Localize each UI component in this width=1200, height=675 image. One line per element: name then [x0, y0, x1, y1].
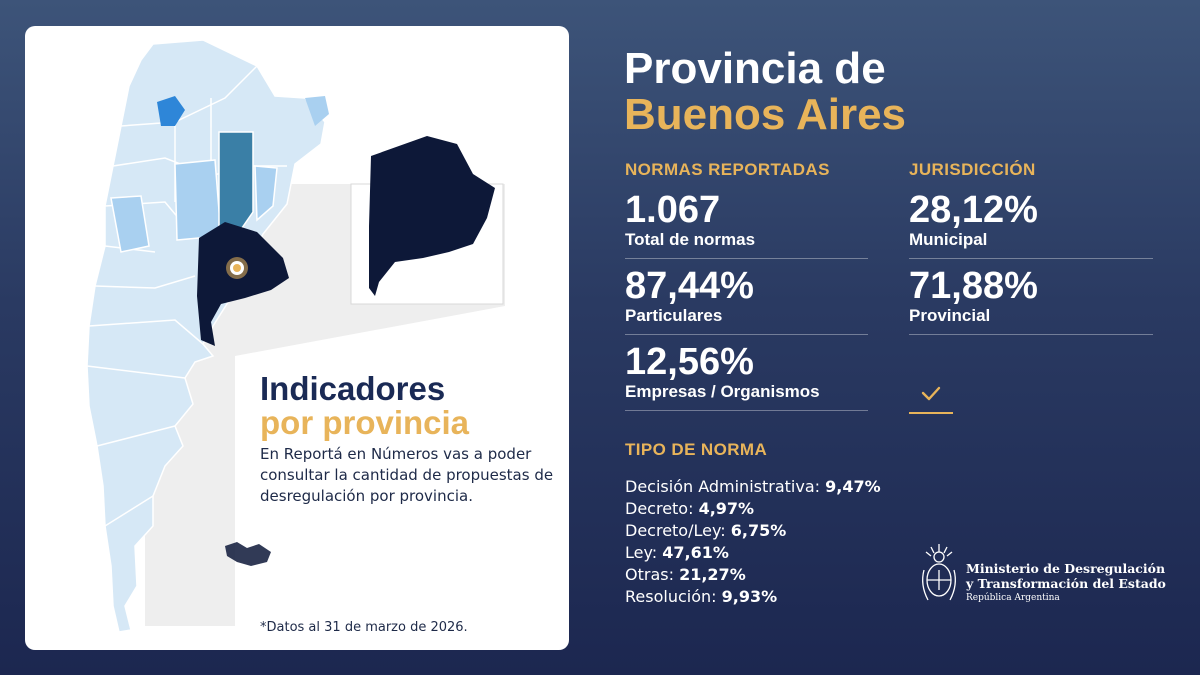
ministry-logo: Ministerio de Desregulación y Transforma…	[918, 540, 1178, 610]
list-item: Resolución: 9,93%	[625, 586, 881, 608]
stat-value: 71,88%	[909, 265, 1038, 307]
province-title-line1: Provincia de	[624, 44, 886, 93]
tipo-value: 47,61%	[662, 543, 729, 562]
stat-divider	[625, 334, 868, 335]
tipo-label: Ley:	[625, 543, 658, 562]
data-footnote: *Datos al 31 de marzo de 2026.	[260, 620, 468, 635]
list-item: Otras: 21,27%	[625, 564, 881, 586]
province-misiones	[305, 96, 329, 126]
inset-buenos-aires	[369, 136, 495, 296]
stat-divider	[625, 258, 868, 259]
tipo-norma-list: Decisión Administrativa: 9,47% Decreto: …	[625, 476, 881, 608]
stat-label: Provincial	[909, 306, 991, 325]
stat-municipal: 28,12% Municipal	[909, 190, 1153, 259]
indicators-title-line1: Indicadores	[260, 370, 446, 407]
argentina-map	[86, 39, 505, 633]
tipo-label: Otras:	[625, 565, 674, 584]
stat-value: 28,12%	[909, 189, 1038, 231]
tipo-label: Decreto/Ley:	[625, 521, 726, 540]
stat-label: Municipal	[909, 230, 988, 249]
tipo-label: Decreto:	[625, 499, 694, 518]
tipo-heading: TIPO DE NORMA	[625, 440, 768, 459]
indicators-title-line2: por provincia	[260, 404, 470, 441]
list-item: Decreto: 4,97%	[625, 498, 881, 520]
indicators-card: Indicadores por provincia En Reportá en …	[25, 26, 569, 650]
tipo-value: 9,47%	[825, 477, 881, 496]
stat-label: Empresas / Organismos	[625, 382, 820, 401]
stat-label: Particulares	[625, 306, 723, 325]
stat-divider	[909, 258, 1153, 259]
stat-value: 12,56%	[625, 341, 754, 383]
list-item: Decreto/Ley: 6,75%	[625, 520, 881, 542]
tipo-value: 21,27%	[679, 565, 746, 584]
tipo-value: 6,75%	[730, 521, 787, 540]
list-item: Decisión Administrativa: 9,47%	[625, 476, 881, 498]
province-entre-rios	[254, 165, 278, 222]
stat-empresas: 12,56% Empresas / Organismos	[625, 342, 868, 411]
ministry-line2: y Transformación del Estado	[966, 576, 1166, 591]
location-marker-icon	[226, 257, 248, 279]
province-tucuman	[157, 96, 185, 126]
stat-value: 1.067	[625, 189, 721, 231]
province-title-line2: Buenos Aires	[624, 90, 907, 139]
stat-divider	[909, 334, 1153, 335]
tipo-value: 4,97%	[698, 499, 755, 518]
province-santa-fe	[218, 131, 254, 239]
islas-malvinas	[225, 542, 271, 566]
stat-particulares: 87,44% Particulares	[625, 266, 868, 335]
check-icon	[921, 386, 941, 401]
check-badge	[909, 380, 953, 414]
normas-heading: NORMAS REPORTADAS	[625, 160, 830, 179]
tipo-value: 9,93%	[721, 587, 778, 606]
coat-of-arms-icon	[922, 544, 956, 601]
stat-label: Total de normas	[625, 230, 756, 249]
indicators-title: Indicadores por provincia	[260, 372, 469, 440]
ministry-line3: República Argentina	[966, 593, 1060, 603]
stat-total-normas: 1.067 Total de normas	[625, 190, 868, 259]
stat-value: 87,44%	[625, 265, 754, 307]
stat-divider	[625, 410, 868, 411]
tipo-label: Decisión Administrativa:	[625, 477, 821, 496]
province-buenos-aires	[197, 222, 289, 346]
province-san-juan	[110, 195, 150, 253]
indicators-description: En Reportá en Números vas a poder consul…	[260, 445, 554, 505]
check-underline	[909, 412, 953, 414]
province-santiago	[174, 159, 222, 241]
tipo-label: Resolución:	[625, 587, 717, 606]
list-item: Ley: 47,61%	[625, 542, 881, 564]
ministry-line1: Ministerio de Desregulación	[966, 561, 1166, 576]
jurisdiccion-heading: JURISDICCIÓN	[909, 160, 1036, 179]
province-title: Provincia de Buenos Aires	[624, 46, 906, 138]
stat-provincial: 71,88% Provincial	[909, 266, 1153, 335]
